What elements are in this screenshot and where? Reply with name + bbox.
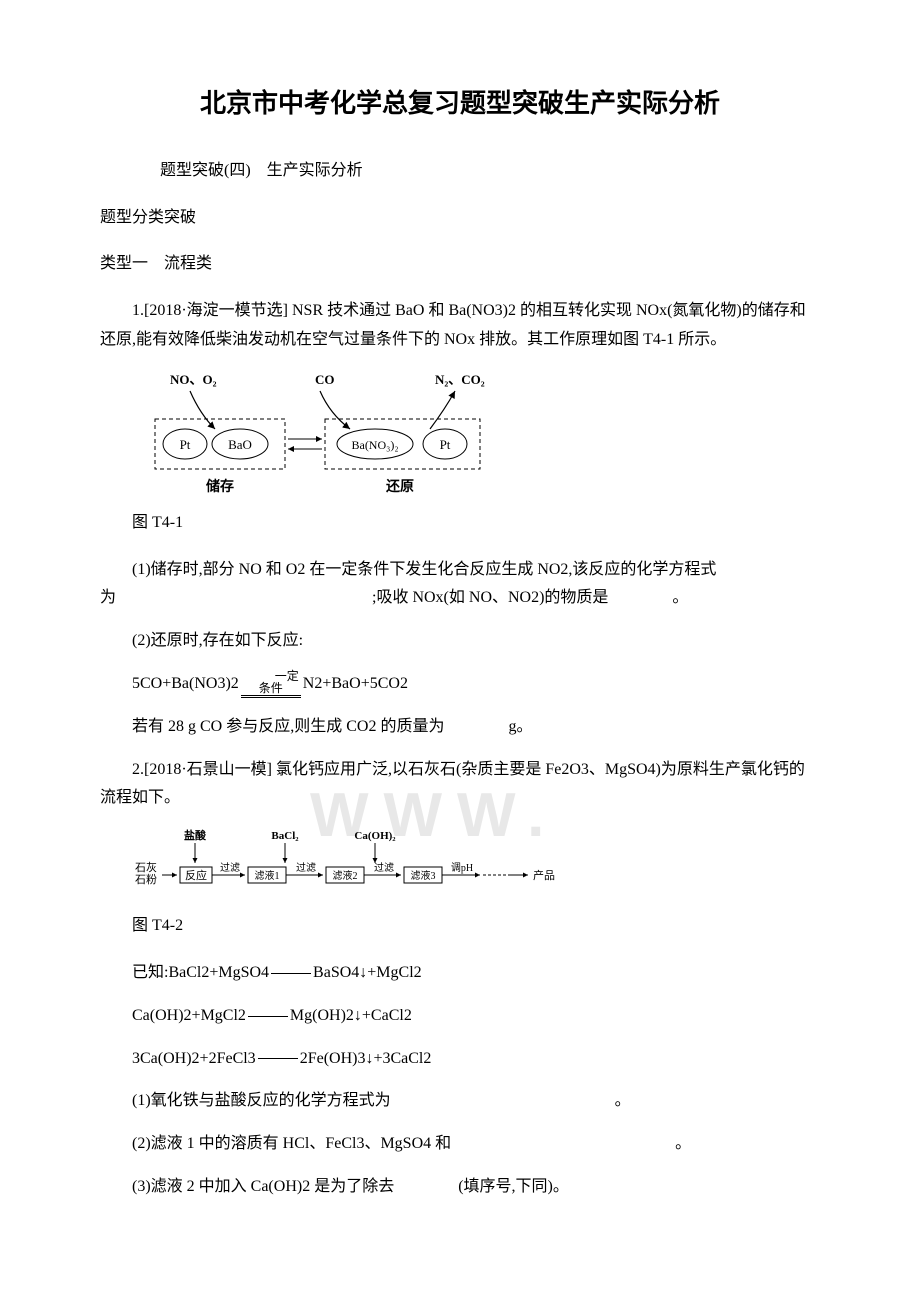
eq1-lhs: BaCl2+MgSO4 <box>168 964 269 981</box>
eq2-lhs: Ca(OH)2+MgCl2 <box>132 1007 246 1024</box>
flow-adjust-ph: 调pH <box>451 862 473 874</box>
flow-filter2: 过滤 <box>296 861 316 874</box>
flow-start-line1: 石灰 <box>135 860 157 874</box>
flow-reagent-bacl2: BaCl₂ <box>271 830 299 842</box>
known-label: 已知: <box>132 964 168 981</box>
type-label: 类型一 流程类 <box>100 250 820 279</box>
q1-part1: (1)储存时,部分 NO 和 O2 在一定条件下发生化合反应生成 NO2,该反应… <box>100 556 820 614</box>
eq2-rhs: Mg(OH)2↓+CaCl2 <box>290 1007 412 1024</box>
q1-part2-intro: (2)还原时,存在如下反应: <box>100 627 820 656</box>
q2-part1: (1)氧化铁与盐酸反应的化学方程式为 。 <box>100 1087 820 1116</box>
eq3-lhs: 3Ca(OH)2+2FeCl3 <box>132 1050 256 1067</box>
flow-end-product: 产品 <box>533 868 555 882</box>
flow-reagent-caoh2: Ca(OH)₂ <box>354 830 396 842</box>
eq1-rhs: BaSO4↓+MgCl2 <box>313 964 422 981</box>
q1-intro: 1.[2018·海淀一模节选] NSR 技术通过 BaO 和 Ba(NO3)2 … <box>100 297 820 355</box>
q2-part2: (2)滤液 1 中的溶质有 HCl、FeCl3、MgSO4 和 。 <box>100 1130 820 1159</box>
flow-start-line2: 石粉 <box>135 873 157 886</box>
figure-t4-1: NO、O₂ CO N₂、CO₂ Pt BaO Ba(NO₃)₂ <box>130 369 820 499</box>
q2-known-eq2: Ca(OH)2+MgCl2 Mg(OH)2↓+CaCl2 <box>100 1002 820 1031</box>
diagram-mid-input: CO <box>315 372 335 387</box>
eq-lhs: 5CO+Ba(NO3)2 <box>132 675 239 692</box>
flow-filter1: 过滤 <box>220 861 240 874</box>
diagram-reduce-label: 还原 <box>385 478 414 495</box>
flow-filter3: 过滤 <box>374 861 394 874</box>
figure-t4-2-label: 图 T4-2 <box>100 912 820 941</box>
q1-part2-equation: 5CO+Ba(NO3)2一定条件N2+BaO+5CO2 <box>100 670 820 699</box>
section-label: 题型分类突破 <box>100 204 820 233</box>
eq-condition: 一定条件 <box>241 670 301 696</box>
diagram-pt2-node: Pt <box>440 437 451 452</box>
flow-box-filtrate1: 滤液1 <box>255 869 280 882</box>
flow-box-filtrate2: 滤液2 <box>333 869 358 882</box>
q2-intro: 2.[2018·石景山一模] 氯化钙应用广泛,以石灰石(杂质主要是 Fe2O3、… <box>100 756 820 814</box>
q2-part3: (3)滤液 2 中加入 Ca(OH)2 是为了除去 (填序号,下同)。 <box>100 1173 820 1202</box>
flow-reagent-hcl: 盐酸 <box>184 828 207 842</box>
eq-rhs: N2+BaO+5CO2 <box>303 675 408 692</box>
diagram-storage-label: 储存 <box>205 478 234 495</box>
diagram-right-output: N₂、CO₂ <box>435 372 485 387</box>
q2-known-eq3: 3Ca(OH)2+2FeCl3 2Fe(OH)3↓+3CaCl2 <box>100 1045 820 1074</box>
eq3-rhs: 2Fe(OH)3↓+3CaCl2 <box>300 1050 432 1067</box>
flow-box-filtrate3: 滤液3 <box>411 869 436 882</box>
diagram-left-input: NO、O₂ <box>170 372 217 387</box>
diagram-bano3-node: Ba(NO₃)₂ <box>351 438 398 452</box>
flow-box-reaction: 反应 <box>185 868 207 882</box>
diagram-bao-node: BaO <box>228 437 252 452</box>
page-title: 北京市中考化学总复习题型突破生产实际分析 <box>100 80 820 127</box>
diagram-pt1-node: Pt <box>180 437 191 452</box>
q1-part2-question: 若有 28 g CO 参与反应,则生成 CO2 的质量为 g。 <box>100 713 820 742</box>
figure-t4-2: 盐酸 BaCl₂ Ca(OH)₂ 石灰 石粉 反应 过滤 <box>130 827 820 902</box>
q2-known-eq1: 已知:BaCl2+MgSO4 BaSO4↓+MgCl2 <box>100 959 820 988</box>
figure-t4-1-label: 图 T4-1 <box>100 509 820 538</box>
subtitle: 题型突破(四) 生产实际分析 <box>160 157 820 186</box>
